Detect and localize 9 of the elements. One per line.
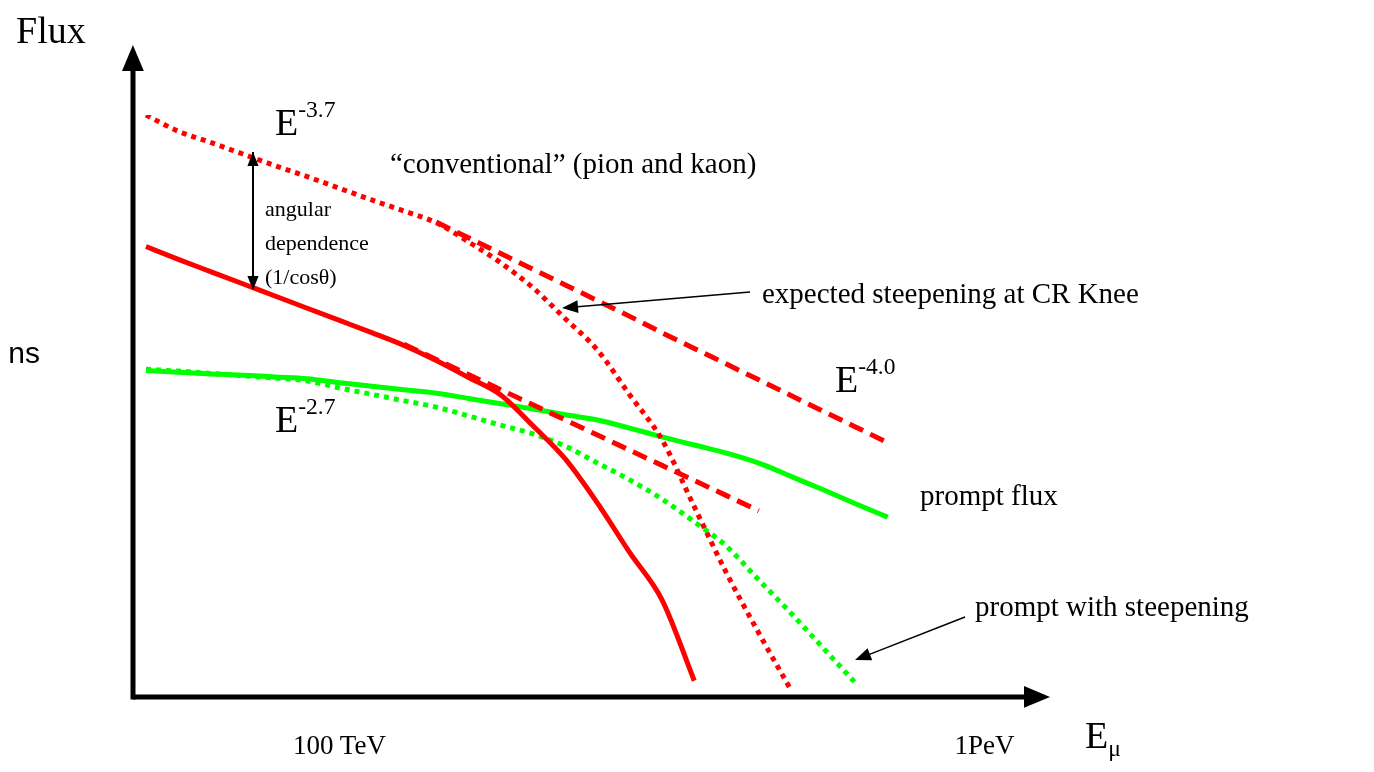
y-axis-title: Flux [16,8,86,51]
annotation: angular dependence (1/cosθ) [265,195,369,289]
annotation: expected steepening at CR Knee [762,276,1139,309]
x-tick-label: 100 TeV [293,730,387,761]
x-tick-label: 1PeV [954,730,1015,761]
annotation: prompt with steepening [975,589,1249,622]
annotation: “conventional” (pion and kaon) [390,146,757,180]
annotation: prompt flux [920,478,1059,511]
text: ns [8,336,40,370]
